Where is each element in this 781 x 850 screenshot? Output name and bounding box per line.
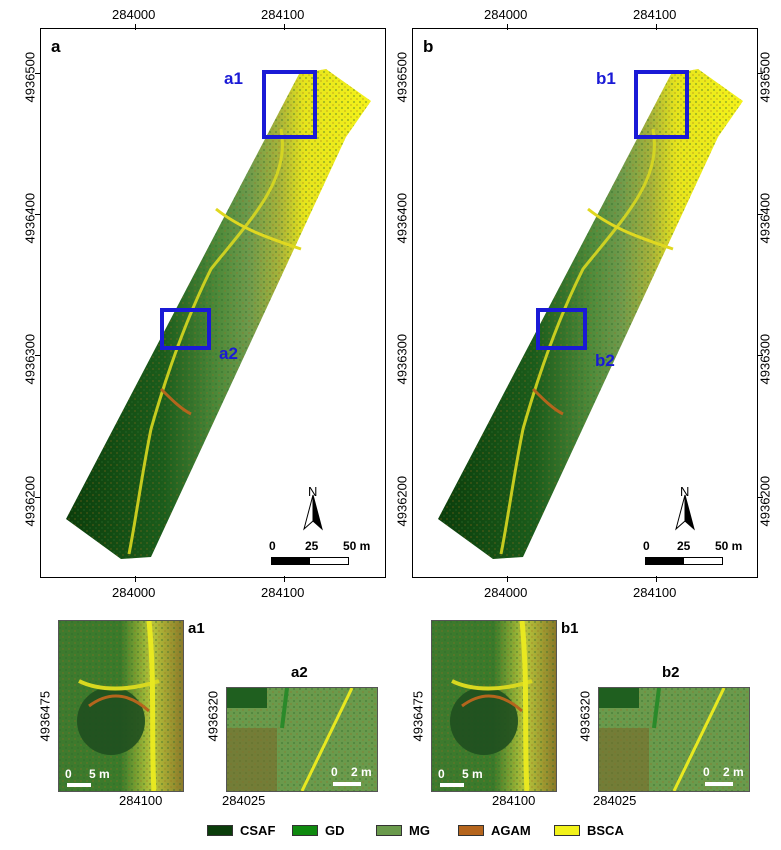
x-tick-top-b-2: 284100 [633, 7, 677, 22]
legend-swatch-mg [376, 825, 402, 836]
inset-b2-title: b2 [662, 664, 680, 681]
legend-label-gd: GD [325, 823, 345, 838]
scale-label-50: 50 m [715, 539, 743, 553]
legend-swatch-gd [292, 825, 318, 836]
map-panel-b: b b1 b2 N 0 25 50 m [412, 28, 758, 578]
highlight-label-b1: b1 [596, 69, 616, 88]
legend-swatch-agam [458, 825, 484, 836]
y-tick-b-left-2: 4936400 [394, 192, 410, 244]
inset-a2-title: a2 [291, 664, 308, 681]
inset-a2-x-label: 284025 [222, 793, 266, 808]
x-tick-bot-b-1: 284000 [484, 585, 528, 600]
highlight-box-b2 [536, 308, 587, 350]
inset-b2-scale-0: 0 [703, 765, 710, 779]
classified-strip-a [66, 69, 371, 559]
scale-bar [645, 557, 723, 565]
inset-b2: 0 2 m [598, 687, 750, 792]
x-tick-top-a-1: 284000 [112, 7, 156, 22]
inset-b1-scale-0: 0 [438, 767, 445, 781]
scale-label-50: 50 m [343, 539, 371, 553]
panel-letter-a: a [51, 37, 61, 56]
inset-b1: 0 5 m [431, 620, 557, 792]
y-tick-b-left-1: 4936500 [394, 51, 410, 103]
inset-a2-y-label: 4936320 [205, 690, 221, 742]
x-tick-bot-a-2: 284100 [261, 585, 305, 600]
north-label: N [680, 484, 690, 499]
highlight-label-a1: a1 [224, 69, 243, 88]
inset-b1-y-label: 4936475 [410, 690, 426, 742]
legend-swatch-csaf [207, 825, 233, 836]
scale-bar [271, 557, 349, 565]
inset-a1-y-label: 4936475 [37, 690, 53, 742]
inset-b1-scale-1: 5 m [462, 767, 483, 781]
x-tick-bot-b-2: 284100 [633, 585, 677, 600]
inset-a2-scale-1: 2 m [351, 765, 372, 779]
classified-strip-b [438, 69, 743, 559]
highlight-label-a2: a2 [219, 344, 238, 363]
inset-a1-scale-bar [67, 783, 91, 787]
inset-b2-scale-bar [705, 782, 733, 786]
inset-a1-scale-0: 0 [65, 767, 72, 781]
scale-label-0: 0 [269, 539, 276, 553]
north-label: N [308, 484, 318, 499]
scale-label-0: 0 [643, 539, 650, 553]
highlight-box-a1 [262, 70, 317, 139]
highlight-box-a2 [160, 308, 211, 350]
scale-label-25: 25 [305, 539, 319, 553]
inset-a1-scale-1: 5 m [89, 767, 110, 781]
scale-label-25: 25 [677, 539, 691, 553]
north-arrow-icon [675, 494, 695, 531]
legend-label-csaf: CSAF [240, 823, 276, 838]
inset-a2: 0 2 m [226, 687, 378, 792]
x-tick-bot-a-1: 284000 [112, 585, 156, 600]
x-tick-top-b-1: 284000 [484, 7, 528, 22]
legend-swatch-bsca [554, 825, 580, 836]
legend-label-mg: MG [409, 823, 430, 838]
north-arrow-icon [303, 494, 323, 531]
legend-label-agam: AGAM [491, 823, 531, 838]
inset-b2-scale-1: 2 m [723, 765, 744, 779]
map-panel-a: a a1 a2 N 0 25 50 m [40, 28, 386, 578]
inset-a1-title: a1 [188, 620, 205, 637]
inset-b1-x-label: 284100 [492, 793, 536, 808]
inset-a2-scale-0: 0 [331, 765, 338, 779]
inset-b2-x-label: 284025 [593, 793, 637, 808]
legend-label-bsca: BSCA [587, 823, 624, 838]
y-tick-b-left-4: 4936200 [394, 475, 410, 527]
highlight-box-b1 [634, 70, 689, 139]
inset-a2-scale-bar [333, 782, 361, 786]
inset-b2-y-label: 4936320 [577, 690, 593, 742]
inset-a1-x-label: 284100 [119, 793, 163, 808]
x-tick-top-a-2: 284100 [261, 7, 305, 22]
highlight-label-b2: b2 [595, 351, 615, 370]
panel-letter-b: b [423, 37, 434, 56]
inset-b1-scale-bar [440, 783, 464, 787]
inset-b1-title: b1 [561, 620, 579, 637]
inset-a1: 0 5 m [58, 620, 184, 792]
y-tick-b-left-3: 4936300 [394, 333, 410, 385]
